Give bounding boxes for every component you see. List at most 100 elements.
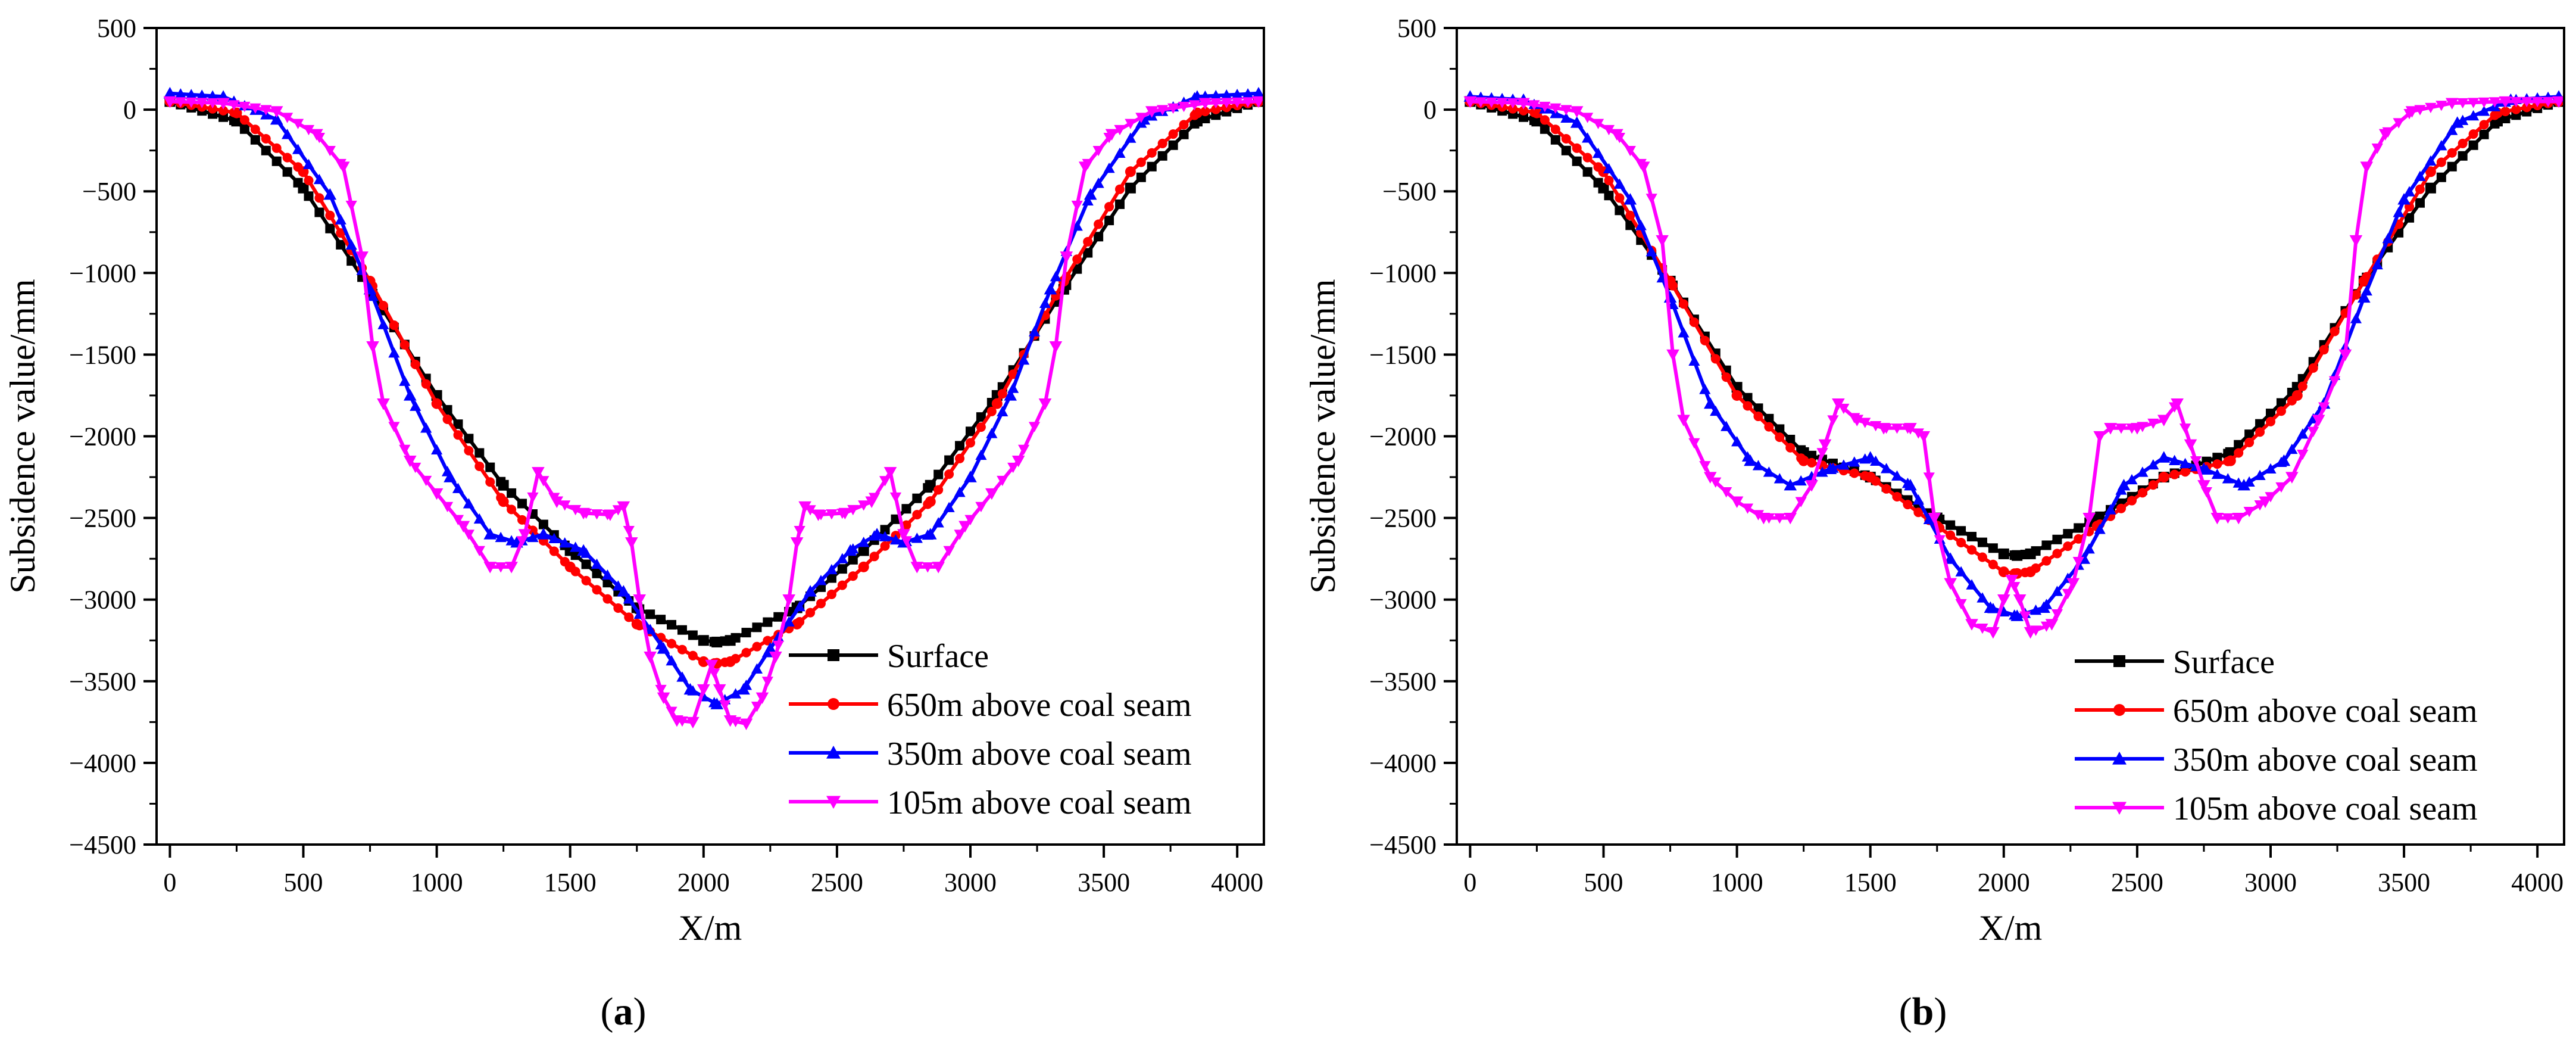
data-point-marker	[581, 559, 591, 569]
data-point-marker	[879, 531, 891, 541]
data-point-marker	[1146, 107, 1158, 117]
data-point-marker	[1125, 119, 1136, 129]
data-point-marker	[591, 558, 603, 569]
data-point-marker	[740, 719, 752, 730]
x-tick-label: 1000	[1711, 868, 1763, 897]
data-point-marker	[218, 105, 229, 116]
data-point-marker	[2510, 96, 2522, 107]
data-point-marker	[1613, 133, 1625, 144]
data-point-marker	[1645, 246, 1657, 257]
data-point-marker	[836, 553, 848, 563]
data-point-marker	[858, 537, 870, 547]
chart-panel-a: 0 500 1000 1500 2000 2500 3000 3500 4000 500 0 −500…	[3, 14, 1265, 1033]
data-point	[444, 471, 457, 482]
data-point-marker	[644, 652, 656, 663]
data-point-marker	[548, 493, 560, 503]
data-point-marker	[1028, 326, 1041, 337]
data-point-marker	[1582, 152, 1593, 163]
data-point-marker	[229, 107, 239, 117]
data-point-marker	[975, 449, 987, 460]
data-point-marker	[1988, 559, 1998, 569]
data-point-marker	[1582, 167, 1593, 177]
x-tick-label: 3500	[1078, 868, 1130, 897]
legend: Surface 650m above coal seam 350m above co…	[2075, 644, 2478, 827]
data-point-marker	[1870, 455, 1882, 466]
data-point-marker	[986, 428, 998, 438]
data-point-marker	[1816, 448, 1828, 459]
data-point-marker	[2040, 599, 2053, 609]
data-point-marker	[1125, 183, 1135, 193]
data-point-marker	[1955, 566, 1967, 577]
x-tick-label: 4000	[1211, 868, 1263, 897]
data-point-marker	[1253, 88, 1264, 98]
data-point-marker	[944, 469, 954, 479]
data-point-marker	[2019, 611, 2031, 622]
data-point-marker	[2063, 529, 2073, 539]
data-point-marker	[336, 239, 346, 250]
data-point-marker	[1540, 124, 1550, 134]
data-point-marker	[507, 488, 517, 498]
legend-marker	[826, 796, 841, 809]
data-point-marker	[239, 124, 249, 134]
data-point-marker	[1955, 599, 1967, 610]
data-point-marker	[1764, 422, 1774, 432]
data-point-marker	[1572, 143, 1582, 153]
data-point-marker	[1220, 98, 1232, 108]
data-point-marker	[2232, 513, 2244, 524]
data-point-marker	[527, 531, 539, 543]
data-point-marker	[1752, 510, 1765, 521]
data-point-marker	[2009, 609, 2021, 620]
data-point-marker	[442, 414, 452, 424]
data-point-marker	[1710, 405, 1722, 416]
data-point-marker	[1913, 507, 1924, 518]
data-point-marker	[1104, 202, 1114, 212]
data-point-marker	[1624, 194, 1636, 204]
data-point-marker	[2244, 429, 2255, 440]
data-point-marker	[1795, 497, 1807, 507]
data-point-marker	[2308, 363, 2318, 373]
x-tick-label: 2500	[2111, 868, 2163, 897]
data-point-marker	[1912, 428, 1924, 439]
data-point-marker	[1807, 457, 1817, 468]
data-point-marker	[441, 501, 454, 513]
data-point-marker	[1135, 113, 1147, 123]
data-point-marker	[1741, 503, 1754, 514]
data-point-marker	[826, 573, 836, 583]
data-point-marker	[1967, 545, 1977, 555]
data-point-marker	[1849, 413, 1860, 423]
data-point-marker	[997, 406, 1008, 417]
data-point-marker	[1485, 97, 1497, 108]
data-point-marker	[815, 575, 827, 585]
data-point	[403, 455, 417, 468]
data-point-marker	[2436, 157, 2446, 167]
data-point-marker	[986, 406, 997, 416]
series-line	[1470, 95, 2559, 618]
data-point	[625, 537, 638, 549]
data-point-marker	[602, 578, 613, 588]
data-point-marker	[1635, 220, 1647, 230]
y-tick-label: −1000	[1369, 258, 1437, 288]
data-point-marker	[2405, 213, 2415, 223]
data-point	[991, 398, 1003, 409]
data-point-marker	[1231, 88, 1243, 99]
data-point-marker	[1859, 418, 1871, 428]
data-point-marker	[185, 89, 197, 99]
data-point-marker	[1179, 120, 1189, 130]
data-point-marker	[2511, 104, 2521, 114]
data-point-marker	[2169, 454, 2181, 465]
y-tick-label: −1000	[69, 258, 136, 288]
data-point-marker	[761, 677, 773, 687]
data-point-marker	[1007, 462, 1019, 474]
x-tick-label: 2500	[811, 868, 863, 897]
data-point-marker	[2062, 588, 2074, 600]
data-point-marker	[633, 595, 645, 606]
data-point-marker	[1700, 335, 1710, 345]
data-point-marker	[2425, 167, 2436, 177]
data-point-marker	[1721, 372, 1731, 382]
data-point-marker	[623, 593, 635, 604]
data-point-marker	[805, 608, 816, 618]
data-point-marker	[292, 144, 304, 154]
data-point-marker	[495, 531, 507, 543]
legend-label: Surface	[2173, 644, 2275, 681]
